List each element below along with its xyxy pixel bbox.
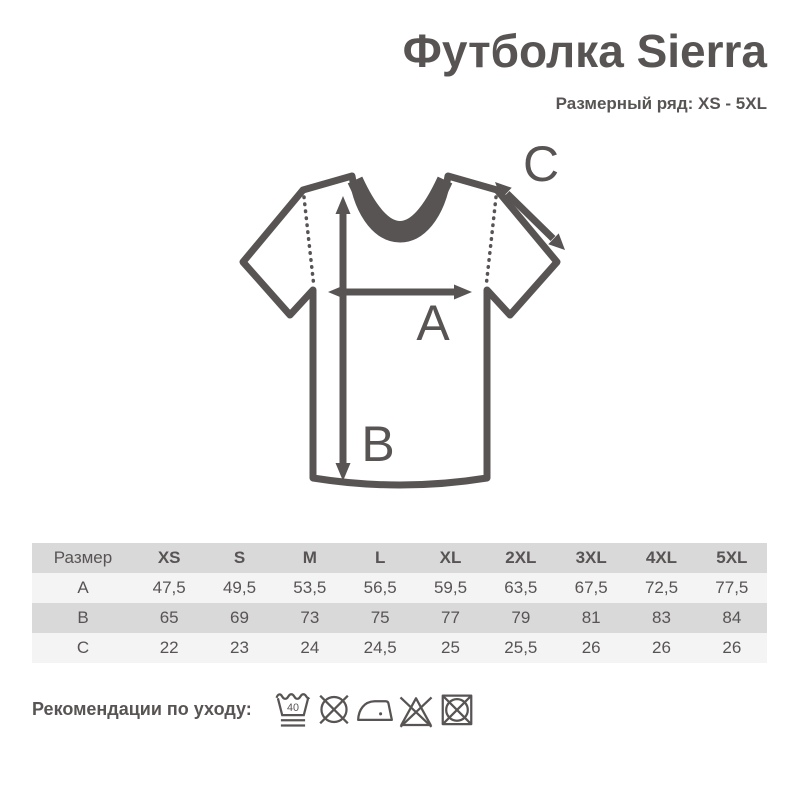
care-icons: 40 xyxy=(274,687,476,732)
table-cell: 26 xyxy=(652,638,671,657)
do-not-dry-clean-icon xyxy=(319,694,349,724)
table-cell: 69 xyxy=(230,608,249,627)
seam-right-dotted xyxy=(484,195,498,289)
table-col-header: 2XL xyxy=(505,548,537,567)
table-cell: 79 xyxy=(511,608,531,627)
measure-arrow-b xyxy=(335,196,351,481)
measure-label-c: C xyxy=(523,140,559,192)
table-row-c: C 22 23 24 24,5 25 25,5 26 26 26 xyxy=(32,633,767,663)
table-cell: 24,5 xyxy=(363,638,397,657)
measure-label-b: B xyxy=(361,416,394,472)
table-row-b: B 65 69 73 75 77 79 81 83 84 xyxy=(32,603,767,633)
table-col-header: XS xyxy=(157,548,181,567)
table-cell: 25 xyxy=(441,638,460,657)
iron-low-icon xyxy=(356,699,393,721)
table-header-row: Размер XS S M L XL 2XL 3XL 4XL 5XL xyxy=(32,543,767,573)
table-cell: 24 xyxy=(300,638,320,657)
table-col-header: XL xyxy=(439,548,462,567)
table-row-a: A 47,5 49,5 53,5 56,5 59,5 63,5 67,5 72,… xyxy=(32,573,767,603)
care-label: Рекомендации по уходу: xyxy=(32,698,252,719)
row-label: C xyxy=(76,638,90,657)
table-cell: 72,5 xyxy=(644,578,679,597)
row-label: A xyxy=(77,578,89,597)
table-cell: 23 xyxy=(230,638,249,657)
table-cell: 73 xyxy=(300,608,320,627)
table-cell: 63,5 xyxy=(504,578,538,597)
table-cell: 83 xyxy=(652,608,671,627)
table-col-header: 4XL xyxy=(645,548,678,567)
table-cell: 25,5 xyxy=(504,638,538,657)
table-cell: 65 xyxy=(159,608,179,627)
measure-label-a: A xyxy=(416,295,450,351)
tshirt-diagram: A B C xyxy=(239,140,565,489)
table-col-header: L xyxy=(374,548,386,567)
table-cell: 53,5 xyxy=(293,578,327,597)
do-not-tumble-dry-icon xyxy=(441,694,473,725)
table-col-header: 3XL xyxy=(575,548,607,567)
table-cell: 26 xyxy=(581,638,601,657)
page-title: Футболка Sierra xyxy=(402,25,767,77)
measure-arrow-a xyxy=(328,284,472,300)
wash-temp-label: 40 xyxy=(287,702,299,714)
tshirt-outline xyxy=(239,172,561,489)
table-col-header-size: Размер xyxy=(53,548,113,567)
table-cell: 67,5 xyxy=(574,578,608,597)
seam-left-dotted xyxy=(302,195,316,289)
table-cell: 22 xyxy=(159,638,179,657)
table-cell: 47,5 xyxy=(152,578,186,597)
wash-40-icon: 40 xyxy=(275,692,310,727)
table-cell: 81 xyxy=(581,608,601,627)
table-cell: 77,5 xyxy=(715,578,749,597)
table-cell: 49,5 xyxy=(222,578,257,597)
measure-arrow-c xyxy=(495,182,565,250)
table-cell: 77 xyxy=(441,608,460,627)
table-col-header: S xyxy=(233,548,246,567)
table-cell: 75 xyxy=(370,608,390,627)
care-instructions: Рекомендации по уходу: 40 xyxy=(32,684,476,734)
do-not-bleach-icon xyxy=(399,696,433,728)
size-table: Размер XS S M L XL 2XL 3XL 4XL 5XL A 47,… xyxy=(32,543,767,663)
table-cell: 59,5 xyxy=(433,578,468,597)
table-cell: 26 xyxy=(722,638,742,657)
table-col-header: 5XL xyxy=(716,548,748,567)
row-label: B xyxy=(77,608,89,627)
table-cell: 84 xyxy=(722,608,742,627)
table-cell: 56,5 xyxy=(363,578,397,597)
table-col-header: M xyxy=(302,548,317,567)
collar-band xyxy=(347,176,453,237)
size-range-subtitle: Размерный ряд: XS - 5XL xyxy=(555,94,767,113)
